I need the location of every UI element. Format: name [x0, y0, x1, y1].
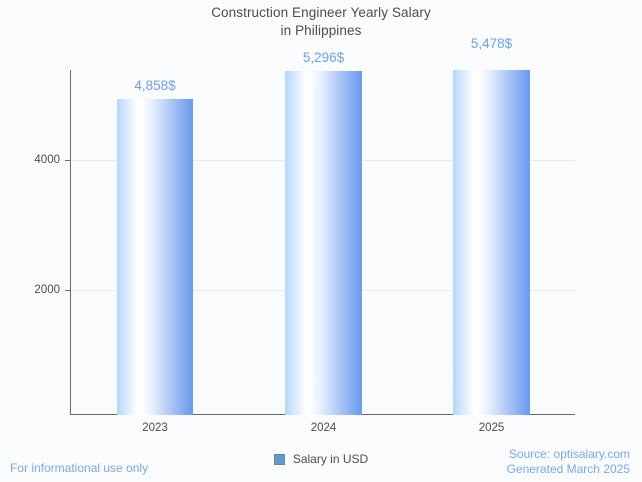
bar-value-2023: 4,858$	[134, 78, 176, 93]
x-axis-tick-label-2025: 2025	[478, 422, 505, 434]
footer-generated-date: Generated March 2025	[506, 462, 630, 476]
y-axis-line	[70, 70, 71, 415]
bar-value-2025: 5,478$	[470, 36, 513, 51]
bar-2025[interactable]	[453, 70, 530, 415]
plot-area: 4,858$ 5,296$ 5,478$	[65, 36, 575, 415]
y-axis-tick-4000	[65, 160, 70, 161]
chart-title-line-1: Construction Engineer Yearly Salary	[211, 5, 431, 20]
footer-source: Source: optisalary.com	[508, 447, 630, 461]
x-axis-tick-label-2024: 2024	[310, 422, 337, 434]
bar-2024[interactable]	[285, 71, 362, 415]
footer-disclaimer: For informational use only	[10, 461, 149, 475]
legend-swatch-icon	[273, 453, 285, 465]
chart-legend: Salary in USD	[0, 452, 642, 466]
legend-item-label-salary-in-usd: Salary in USD	[292, 452, 369, 466]
footer-source-block: Source: optisalary.com Generated March 2…	[507, 447, 630, 477]
y-axis-tick-label-2000: 2000	[34, 284, 60, 296]
x-axis-tick-label-2023: 2023	[142, 422, 168, 434]
y-axis-tick-2000	[65, 290, 70, 291]
chart-title-line-2: in Philippines	[280, 23, 362, 38]
y-axis-tick-label-4000: 4000	[34, 154, 60, 166]
bar-value-2024: 5,296$	[302, 50, 345, 65]
chart-title: Construction Engineer Yearly Salary in P…	[0, 4, 642, 40]
bar-2023[interactable]	[117, 99, 193, 415]
